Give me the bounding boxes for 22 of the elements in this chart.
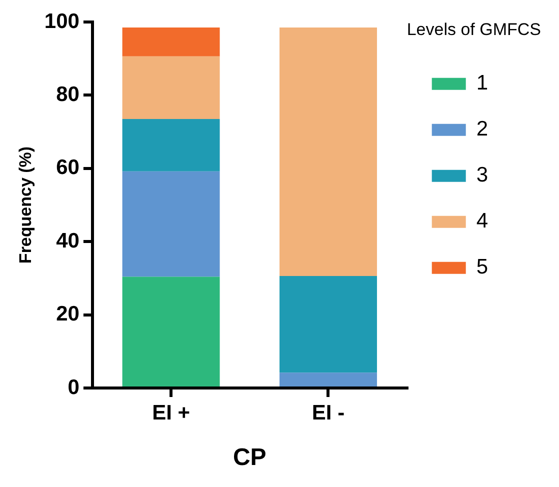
bar (122, 118, 220, 172)
x-tick-label: EI - (312, 401, 345, 424)
bar (122, 56, 220, 119)
legend-label: 4 (476, 210, 488, 233)
bar (122, 171, 220, 277)
legend-label: 1 (476, 72, 488, 95)
y-tick-label: 40 (56, 229, 80, 252)
legend-title: Levels of GMFCS (406, 20, 542, 40)
y-tick-label: 20 (56, 302, 80, 326)
legend-label: 2 (476, 118, 488, 141)
bar (280, 27, 377, 276)
legend-label: 3 (476, 164, 488, 187)
x-tick-label: EI + (152, 401, 190, 424)
y-tick-label: 60 (56, 156, 80, 180)
bar (280, 276, 377, 373)
legend-label: 5 (476, 256, 488, 279)
y-axis-title: Frequency (%) (16, 146, 35, 264)
y-tick-label: 100 (44, 10, 80, 33)
x-axis-title: CP (232, 444, 266, 472)
bar (122, 27, 220, 56)
y-tick-label: 80 (56, 82, 80, 106)
y-tick-label: 0 (68, 376, 80, 399)
